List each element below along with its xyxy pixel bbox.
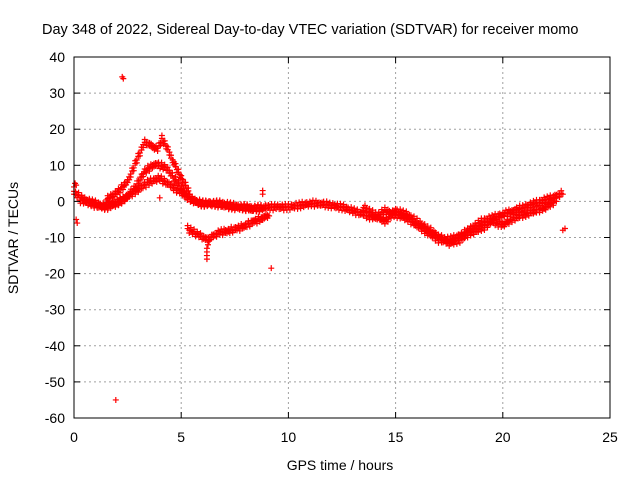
data-point — [241, 201, 248, 208]
data-point — [361, 202, 368, 209]
y-axis-label: SDTVAR / TECUs — [5, 182, 21, 294]
data-point — [561, 225, 568, 232]
x-tick-label: 25 — [602, 429, 618, 445]
data-points — [71, 73, 568, 403]
y-tick-label: 30 — [49, 85, 65, 101]
data-point — [397, 206, 404, 213]
data-point — [112, 396, 119, 403]
data-point — [172, 173, 179, 180]
data-point — [186, 191, 193, 198]
data-point — [182, 179, 189, 186]
data-point — [172, 160, 179, 167]
y-tick-label: 40 — [49, 49, 65, 65]
y-tick-label: -40 — [45, 338, 65, 354]
data-point — [78, 194, 85, 201]
data-point — [351, 205, 358, 212]
data-point — [161, 137, 168, 144]
y-tick-label: -30 — [45, 302, 65, 318]
y-tick-label: -50 — [45, 374, 65, 390]
data-point — [191, 226, 198, 233]
data-point — [197, 230, 204, 237]
data-point — [164, 164, 171, 171]
data-point — [164, 143, 171, 150]
data-point — [381, 204, 388, 211]
data-point — [369, 207, 376, 214]
data-point — [340, 201, 347, 208]
x-tick-label: 5 — [177, 429, 185, 445]
data-point — [133, 156, 140, 163]
data-point — [551, 195, 558, 202]
data-point — [120, 75, 127, 82]
data-point — [414, 215, 421, 222]
data-point — [216, 197, 223, 204]
x-tick-label: 10 — [281, 429, 297, 445]
data-point — [427, 224, 434, 231]
x-tick-label: 20 — [495, 429, 511, 445]
data-point — [559, 191, 566, 198]
y-tick-label: 10 — [49, 157, 65, 173]
data-point — [553, 198, 560, 205]
data-point — [158, 173, 165, 180]
y-tick-label: 20 — [49, 121, 65, 137]
data-point — [337, 200, 344, 207]
x-tick-label: 0 — [70, 429, 78, 445]
data-point — [127, 171, 134, 178]
axis-ticks: -60 -50 -40 -30 -20 -10 0 10 20 30 40 0 5 10 15 20 25 — [45, 49, 618, 445]
data-point — [259, 205, 266, 212]
data-point — [268, 265, 275, 272]
x-axis-label: GPS time / hours — [287, 457, 394, 473]
data-point — [205, 241, 211, 248]
data-point — [266, 212, 273, 219]
data-point — [75, 189, 82, 196]
data-point — [175, 166, 182, 173]
data-point — [168, 152, 175, 159]
data-point — [421, 221, 428, 228]
data-point — [259, 191, 266, 198]
data-point — [89, 197, 96, 204]
data-point — [166, 149, 173, 156]
data-point — [203, 256, 210, 263]
data-point — [410, 213, 417, 220]
data-point — [156, 194, 163, 201]
chart-title: Day 348 of 2022, Sidereal Day-to-day VTE… — [42, 22, 578, 38]
data-point — [403, 208, 410, 215]
y-tick-label: -20 — [45, 266, 65, 282]
data-point — [132, 183, 139, 190]
data-point — [158, 132, 165, 139]
data-point — [348, 204, 355, 211]
data-point — [185, 184, 192, 191]
data-point — [86, 196, 93, 203]
data-point — [184, 222, 191, 229]
y-tick-label: 0 — [57, 193, 65, 209]
data-point — [296, 199, 303, 206]
data-point — [178, 172, 185, 179]
data-point — [179, 176, 186, 183]
x-tick-label: 15 — [388, 429, 404, 445]
data-point — [169, 181, 176, 188]
data-point — [424, 223, 431, 230]
data-point — [158, 159, 165, 166]
data-point — [187, 224, 194, 231]
data-point — [493, 217, 500, 224]
data-point — [323, 198, 330, 205]
data-point — [199, 197, 206, 204]
grid-lines — [74, 57, 610, 418]
data-point — [407, 212, 414, 219]
data-point — [74, 220, 81, 227]
data-point — [161, 175, 168, 182]
data-point — [372, 209, 379, 216]
data-point — [441, 234, 448, 241]
y-tick-label: -60 — [45, 410, 65, 426]
data-point — [206, 238, 213, 245]
y-tick-label: -10 — [45, 230, 65, 246]
data-point — [558, 187, 565, 194]
data-point — [438, 232, 445, 239]
data-point — [258, 202, 265, 209]
data-point — [366, 205, 373, 212]
data-point — [130, 164, 137, 171]
